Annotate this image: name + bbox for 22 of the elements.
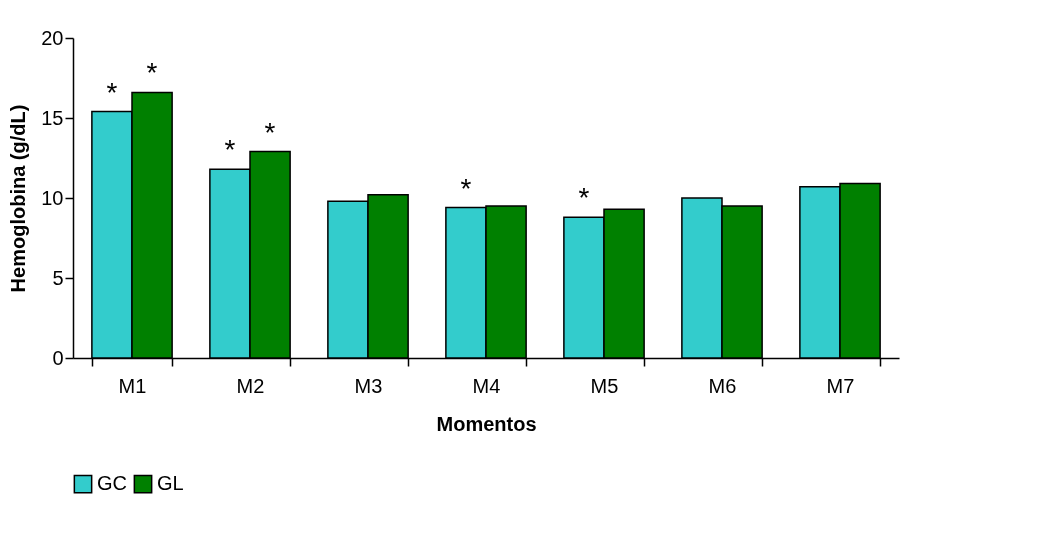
legend-label: GL	[157, 472, 184, 495]
y-tick-label: 15	[41, 106, 64, 129]
annotation: *	[578, 182, 590, 214]
y-tick-label: 0	[52, 346, 64, 369]
y-tick-label: 10	[41, 186, 64, 209]
annotation: *	[460, 172, 472, 204]
x-tick-label: M5	[590, 374, 619, 397]
annotation: *	[106, 76, 118, 108]
x-tick-label: M2	[236, 374, 265, 397]
y-tick-label: 5	[52, 266, 64, 289]
y-tick-label: 20	[41, 26, 64, 49]
y-axis-title: Hemoglobina (g/dL)	[7, 104, 30, 293]
x-tick-label: M1	[118, 374, 147, 397]
x-tick-label: M4	[472, 374, 501, 397]
annotation: *	[224, 134, 236, 166]
x-tick-label: M7	[826, 374, 855, 397]
x-tick-label: M6	[708, 374, 737, 397]
legend-label: GC	[97, 472, 127, 495]
annotation: *	[264, 116, 276, 148]
x-tick-label: M3	[354, 374, 383, 397]
x-axis-title: Momentos	[436, 412, 537, 435]
annotation: *	[146, 57, 158, 89]
